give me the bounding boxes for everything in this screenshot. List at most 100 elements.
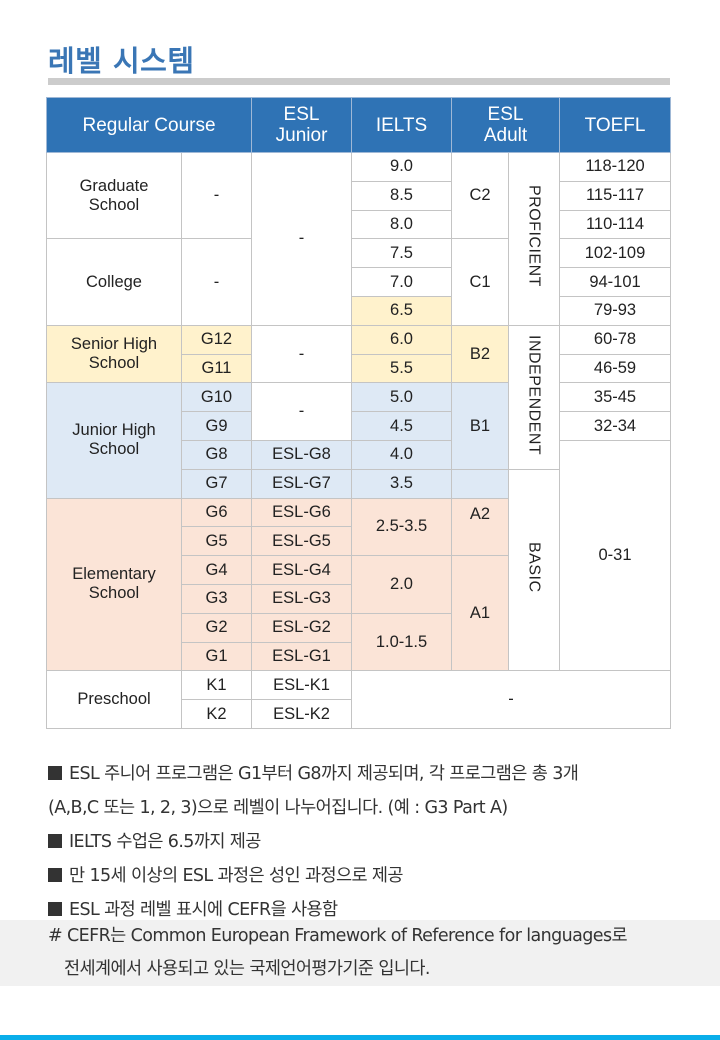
grade-cell: G1 [180,641,253,672]
preschool-na-cell: - [351,670,672,729]
cefr-note-line1: # CEFR는 Common European Framework of Ref… [48,926,628,946]
band-label: INDEPENDENT [525,334,543,455]
level-system-table: Regular Course ESL Junior IELTS ESL Adult … [45,97,672,729]
grade-cell: G10 [180,382,253,413]
grade-cell: G9 [180,411,253,441]
ielts-cell: 8.0 [351,209,453,240]
ielts-cell: 5.0 [351,382,453,413]
notes-list: ESL 주니어 프로그램은 G1부터 G8까지 제공되며, 각 프로그램은 총 … [48,757,668,927]
bottom-accent-bar [0,1035,720,1040]
table-row: 8.5 115-117 [47,180,672,211]
ielts-cell: 7.5 [351,238,453,269]
ielts-cell: 1.0-1.5 [351,612,453,672]
table-row: G2 ESL-G2 1.0-1.5 [47,612,671,672]
table-row: G1 ESL-G1 [47,641,671,672]
esl-junior-cell: ESL-G1 [251,641,353,672]
toefl-cell: 60-78 [559,324,672,355]
esl-junior-cell: ESL-G6 [251,497,353,528]
header-esl-adult-line1: ESL [487,104,524,125]
toefl-cell: 0-31 [559,439,672,672]
group-graduate-school: Graduate School [46,151,182,240]
esl-junior-cell: - [251,152,353,326]
group-label-line2: School [88,195,140,214]
group-junior-high-school: Junior High School [46,382,182,499]
cefr-note-line2: 전세계에서 사용되고 있는 국제언어평가기준 입니다. [64,959,430,979]
table-row: G4 ESL-G4 2.0 A1 [47,555,671,672]
header-regular-course: Regular Course [45,97,253,153]
note-text: ESL 주니어 프로그램은 G1부터 G8까지 제공되며, 각 프로그램은 총 … [69,764,579,784]
group-label-line1: Graduate [79,176,149,195]
ielts-cell: 2.0 [351,555,453,614]
grade-cell: G6 [180,497,253,528]
note-item: 만 15세 이상의 ESL 과정은 성인 과정으로 제공 [48,859,668,893]
header-toefl: TOEFL [559,97,672,153]
ielts-cell: 9.0 [351,152,453,182]
ielts-cell: 6.5 [351,295,453,326]
group-preschool: Preschool [46,670,182,729]
header-esl-junior-line2: Junior [275,125,328,146]
toefl-cell: 46-59 [559,353,672,384]
esl-junior-cell: ESL-K1 [251,670,353,701]
note-text: ESL 과정 레벨 표시에 CEFR을 사용함 [69,900,338,920]
grade-cell: G5 [180,526,253,557]
note-item: ESL 과정 레벨 표시에 CEFR을 사용함 [48,893,668,927]
grade-cell: G3 [180,583,253,614]
table-row: 7.0 94-101 [47,267,672,297]
grade-cell: G4 [180,555,253,585]
ielts-cell: 7.0 [351,267,453,297]
ielts-cell: 5.5 [351,353,453,384]
cefr-note-background [0,920,720,986]
ielts-cell: 3.5 [351,468,453,499]
cefr-cell: C2 [451,151,510,240]
square-bullet-icon [48,766,62,780]
note-text: (A,B,C 또는 1, 2, 3)으로 레벨이 나누어집니다. (예 : G3… [48,798,508,818]
table-row: Elementary School G6 ESL-G6 2.5-3.5 A2 [46,497,671,672]
group-label-line2: School [88,440,140,459]
table-row: G11 5.5 46-59 [47,353,672,384]
header-ielts: IELTS [351,97,453,153]
grade-cell: G11 [180,353,253,384]
table-row: Preschool K1 ESL-K1 - [46,670,672,729]
cefr-cell: A2 [451,497,510,557]
header-esl-adult-line2: Adult [483,125,528,146]
note-item-continuation: (A,B,C 또는 1, 2, 3)으로 레벨이 나누어집니다. (예 : G3… [48,791,668,825]
group-label-line2: School [88,354,140,373]
note-text: IELTS 수업은 6.5까지 제공 [69,832,261,852]
title-divider [48,78,670,85]
cefr-cell-empty [451,468,510,499]
grade-cell: - [180,151,253,240]
grade-cell: G7 [180,468,253,499]
header-esl-adult: ESL Adult [451,97,561,153]
band-label: BASIC [525,542,543,593]
table-row: K2 ESL-K2 [47,699,671,729]
esl-junior-cell: ESL-G4 [251,555,353,585]
group-college: College [46,238,182,326]
grade-cell: G12 [180,324,253,355]
table-header-row: Regular Course ESL Junior IELTS ESL Adult … [45,97,672,153]
grade-cell: G2 [180,612,253,643]
table-row: Graduate School - - 9.0 C2 PROFICIENT 118… [46,151,672,326]
table-row: G8 ESL-G8 4.0 0-31 [47,439,672,672]
cefr-cell: C1 [451,238,510,326]
table-row: G5 ESL-G5 [47,526,671,557]
esl-junior-cell: ESL-G8 [251,439,353,470]
grade-cell: K1 [180,670,253,701]
table-row: G9 4.5 32-34 [47,411,672,441]
toefl-cell: 102-109 [559,238,672,269]
page-title: 레벨 시스템 [48,44,195,78]
group-label-line1: Junior High [72,421,156,440]
esl-junior-cell: - [251,324,353,384]
esl-junior-cell: ESL-K2 [251,699,353,729]
square-bullet-icon [48,834,62,848]
ielts-cell: 4.0 [351,439,453,470]
toefl-cell: 118-120 [559,152,672,182]
band-label: PROFICIENT [525,185,543,288]
toefl-cell: 79-93 [559,295,672,326]
square-bullet-icon [48,902,62,916]
table-row: 6.5 79-93 [47,295,672,326]
esl-junior-cell: ESL-G2 [251,612,353,643]
group-label-line1: Senior High [70,335,158,354]
esl-junior-cell: ESL-G5 [251,526,353,557]
cefr-cell: B1 [451,382,510,470]
header-esl-junior: ESL Junior [251,97,353,153]
